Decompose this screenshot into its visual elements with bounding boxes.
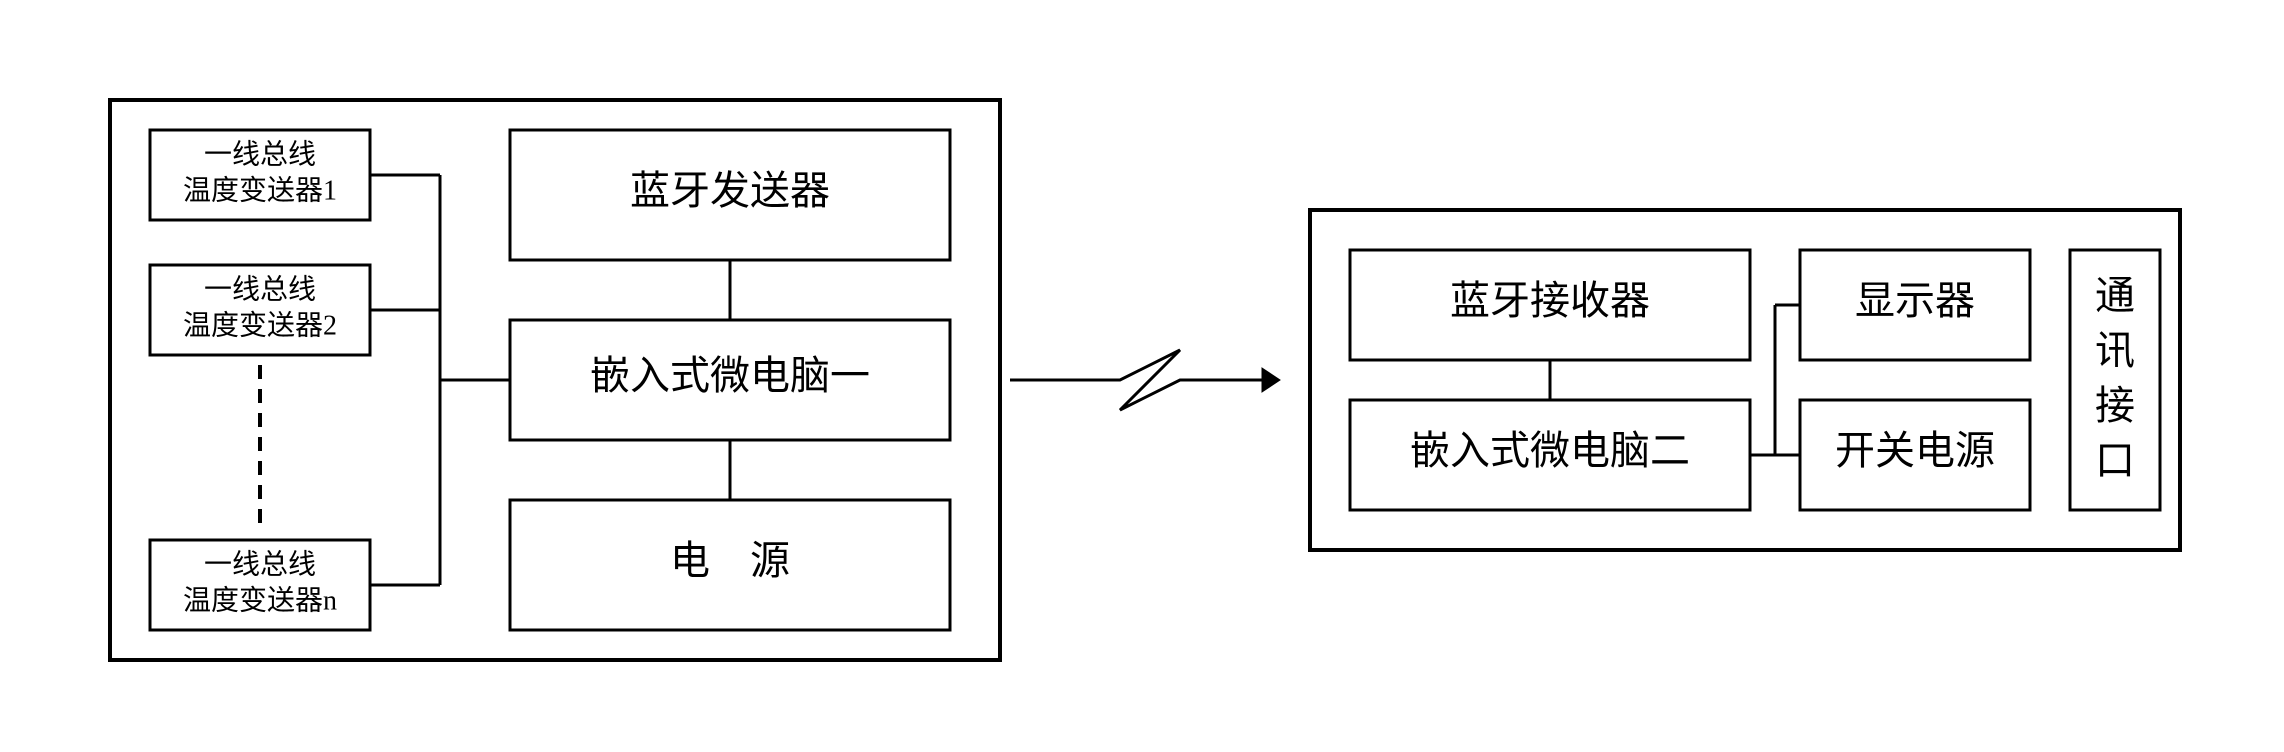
comm-label-1: 讯 (2095, 328, 2135, 373)
sensor-2-line2: 温度变送器2 (183, 309, 337, 341)
comm-label-2: 接 (2095, 383, 2135, 428)
mcu2-box-label: 嵌入式微电脑二 (1410, 428, 1690, 473)
block-diagram: 一线总线温度变送器1一线总线温度变送器2一线总线温度变送器n蓝牙发送器嵌入式微电… (0, 0, 2284, 752)
left-rbox-label-2: 电 源 (670, 538, 790, 583)
sensor-2-line1: 一线总线 (204, 273, 316, 305)
display-box-label: 显示器 (1855, 278, 1975, 323)
bt-receiver-box-label: 蓝牙接收器 (1450, 278, 1650, 323)
arrowhead-icon (1262, 368, 1280, 392)
sensor-3-line2: 温度变送器n (183, 584, 337, 616)
comm-label-0: 通 (2095, 273, 2135, 318)
left-rbox-label-0: 蓝牙发送器 (630, 168, 830, 213)
sensor-1-line1: 一线总线 (204, 138, 316, 170)
left-rbox-label-1: 嵌入式微电脑一 (590, 353, 870, 398)
sensor-3-line1: 一线总线 (204, 548, 316, 580)
comm-label-3: 口 (2095, 438, 2135, 483)
sensor-1-line2: 温度变送器1 (183, 174, 337, 206)
psu-box-label: 开关电源 (1835, 428, 1995, 473)
wireless-link-arrow (1010, 350, 1262, 410)
